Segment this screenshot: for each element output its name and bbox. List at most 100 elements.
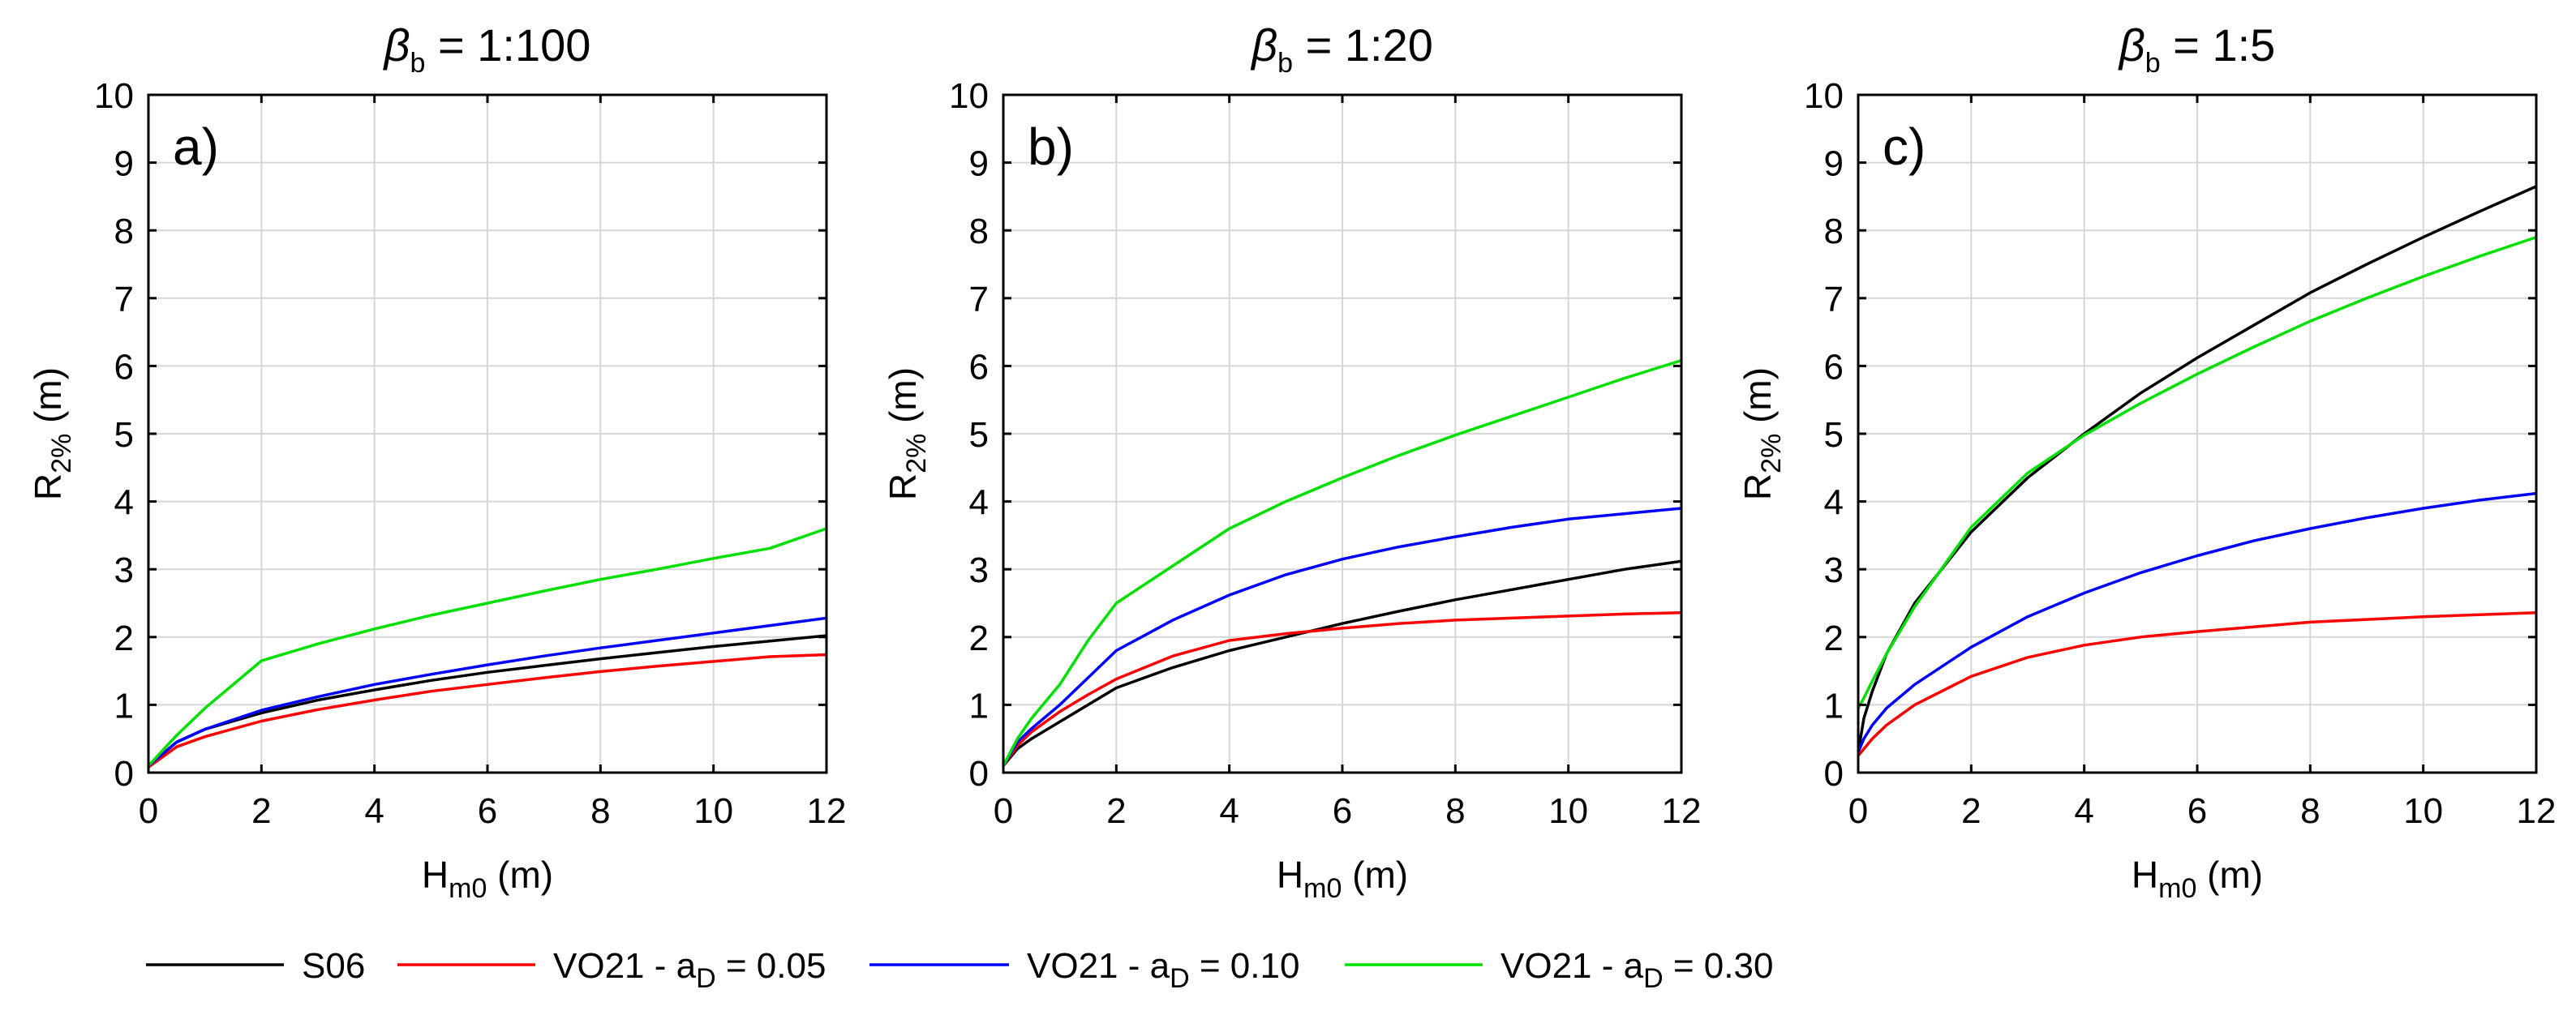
a-title-symbol: β — [383, 19, 410, 71]
a-xtick-label-1: 2 — [251, 791, 271, 831]
a-panel-title: βb = 1:100 — [383, 19, 591, 79]
a-ylabel-main: R — [27, 473, 69, 500]
a-series-group — [148, 527, 826, 769]
a-series-vo21-010-line — [148, 616, 826, 768]
b-ytick-label-5: 5 — [969, 415, 989, 455]
b-xtick-label-4: 8 — [1445, 791, 1465, 831]
a-ytick-label-1: 1 — [114, 686, 134, 726]
c-panel-title: βb = 1:5 — [2118, 19, 2276, 79]
b-xlabel-main: H — [1277, 854, 1303, 896]
b-title-sub: b — [1277, 48, 1293, 79]
a-xtick-label-3: 6 — [478, 791, 497, 831]
c-xtick-label-4: 8 — [2300, 791, 2320, 831]
c-ytick-label-2: 2 — [1824, 619, 1844, 658]
legend-label-tail-3: = 0.30 — [1664, 946, 1774, 986]
b-series-vo21-005-line — [1003, 610, 1681, 768]
legend-label-main-0: S06 — [302, 946, 365, 986]
a-xtick-label-6: 12 — [807, 791, 847, 831]
legend-label-main-3: VO21 - a — [1501, 946, 1644, 986]
c-xtick-label-2: 4 — [2074, 791, 2093, 831]
b-ylabel-sub: 2% — [901, 434, 932, 473]
b-panel-label: b) — [1028, 118, 1074, 176]
a-xtick-label-5: 10 — [693, 791, 733, 831]
legend-label-tail-1: = 0.05 — [716, 946, 826, 986]
c-xtick-label-5: 10 — [2403, 791, 2443, 831]
legend-label-sub-1: D — [696, 963, 716, 994]
b-series-vo21-030-line — [1003, 358, 1681, 768]
c-ytick-label-9: 9 — [1824, 144, 1844, 184]
legend-item-3: VO21 - aD = 0.30 — [1345, 946, 1773, 994]
a-panel-label: a) — [173, 118, 219, 176]
c-ytick-label-1: 1 — [1824, 686, 1844, 726]
b-x-axis-label: Hm0 (m) — [1277, 854, 1408, 904]
legend-label-3: VO21 - aD = 0.30 — [1501, 946, 1773, 994]
b-xlabel-tail: (m) — [1342, 854, 1408, 896]
a-xtick-label-0: 0 — [139, 791, 158, 831]
a-ytick-label-7: 7 — [114, 280, 134, 319]
b-panel-title: βb = 1:20 — [1250, 19, 1433, 79]
c-series-group — [1858, 185, 2536, 757]
b-series-group — [1003, 358, 1681, 768]
c-ytick-label-0: 0 — [1824, 754, 1844, 794]
b-title-text: = 1:20 — [1293, 19, 1433, 71]
b-xtick-label-0: 0 — [994, 791, 1013, 831]
c-y-axis-label: R2% (m) — [1737, 367, 1787, 500]
c-ylabel-main: R — [1737, 473, 1779, 500]
a-xlabel-main: H — [422, 854, 449, 896]
b-ytick-label-0: 0 — [969, 754, 989, 794]
a-ytick-label-6: 6 — [114, 347, 134, 387]
a-xtick-label-2: 4 — [364, 791, 384, 831]
a-title-sub: b — [410, 48, 426, 79]
c-xlabel-main: H — [2132, 854, 2158, 896]
legend-label-2: VO21 - aD = 0.10 — [1027, 946, 1299, 994]
a-ytick-label-0: 0 — [114, 754, 134, 794]
a-ytick-label-3: 3 — [114, 550, 134, 590]
c-ytick-label-10: 10 — [1804, 76, 1844, 116]
b-xtick-label-2: 4 — [1219, 791, 1239, 831]
legend-item-0: S06 — [146, 946, 365, 986]
c-series-s06-line — [1858, 185, 2536, 754]
c-ytick-label-7: 7 — [1824, 280, 1844, 319]
b-y-axis-label: R2% (m) — [882, 367, 932, 500]
c-panel-label: c) — [1883, 118, 1926, 176]
c-series-vo21-030-line — [1858, 235, 2536, 710]
c-ytick-label-8: 8 — [1824, 212, 1844, 251]
a-series-vo21-005-line — [148, 653, 826, 769]
legend-label-sub-2: D — [1170, 963, 1190, 994]
b-ytick-label-2: 2 — [969, 619, 989, 658]
b-ylabel-tail: (m) — [882, 367, 924, 434]
b-ytick-label-1: 1 — [969, 686, 989, 726]
legend: S06 VO21 - aD = 0.05 VO21 - aD = 0.10 VO21 … — [146, 946, 1773, 994]
c-xtick-label-1: 2 — [1961, 791, 1981, 831]
c-ytick-label-6: 6 — [1824, 347, 1844, 387]
b-ytick-label-6: 6 — [969, 347, 989, 387]
legend-label-sub-3: D — [1643, 963, 1664, 994]
c-xtick-label-0: 0 — [1848, 791, 1868, 831]
c-ytick-label-5: 5 — [1824, 415, 1844, 455]
c-xlabel-tail: (m) — [2196, 854, 2263, 896]
c-title-symbol: β — [2118, 19, 2145, 71]
a-ytick-label-4: 4 — [114, 483, 134, 523]
c-series-vo21-005-line — [1858, 610, 2536, 757]
a-ytick-label-9: 9 — [114, 144, 134, 184]
c-ytick-label-4: 4 — [1824, 483, 1844, 523]
b-xlabel-sub: m0 — [1303, 873, 1342, 904]
b-series-vo21-010-line — [1003, 507, 1681, 768]
legend-label-tail-2: = 0.10 — [1190, 946, 1300, 986]
a-series-vo21-030-line — [148, 527, 826, 768]
a-xlabel-tail: (m) — [487, 854, 553, 896]
a-xtick-label-4: 8 — [590, 791, 610, 831]
legend-item-1: VO21 - aD = 0.05 — [397, 946, 826, 994]
c-xlabel-sub: m0 — [2158, 873, 2196, 904]
c-xtick-label-6: 12 — [2517, 791, 2557, 831]
legend-label-main-2: VO21 - a — [1027, 946, 1170, 986]
b-xtick-label-1: 2 — [1106, 791, 1126, 831]
c-xtick-label-3: 6 — [2187, 791, 2207, 831]
c-x-axis-label: Hm0 (m) — [2132, 854, 2263, 904]
b-ytick-label-9: 9 — [969, 144, 989, 184]
b-ytick-label-8: 8 — [969, 212, 989, 251]
